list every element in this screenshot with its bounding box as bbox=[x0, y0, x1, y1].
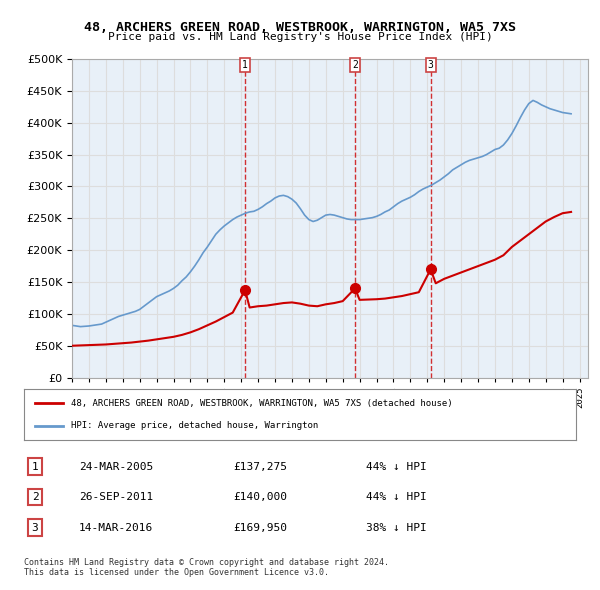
Text: £140,000: £140,000 bbox=[234, 492, 288, 502]
Text: Contains HM Land Registry data © Crown copyright and database right 2024.
This d: Contains HM Land Registry data © Crown c… bbox=[24, 558, 389, 577]
Text: 3: 3 bbox=[32, 523, 38, 533]
Text: 2: 2 bbox=[32, 492, 38, 502]
Text: 3: 3 bbox=[428, 60, 434, 70]
Text: 48, ARCHERS GREEN ROAD, WESTBROOK, WARRINGTON, WA5 7XS: 48, ARCHERS GREEN ROAD, WESTBROOK, WARRI… bbox=[84, 21, 516, 34]
Text: HPI: Average price, detached house, Warrington: HPI: Average price, detached house, Warr… bbox=[71, 421, 318, 430]
Text: Price paid vs. HM Land Registry's House Price Index (HPI): Price paid vs. HM Land Registry's House … bbox=[107, 32, 493, 42]
Text: 44% ↓ HPI: 44% ↓ HPI bbox=[366, 492, 427, 502]
Text: 14-MAR-2016: 14-MAR-2016 bbox=[79, 523, 154, 533]
Text: £169,950: £169,950 bbox=[234, 523, 288, 533]
Text: 26-SEP-2011: 26-SEP-2011 bbox=[79, 492, 154, 502]
Text: 38% ↓ HPI: 38% ↓ HPI bbox=[366, 523, 427, 533]
Text: £137,275: £137,275 bbox=[234, 461, 288, 471]
Text: 44% ↓ HPI: 44% ↓ HPI bbox=[366, 461, 427, 471]
Text: 1: 1 bbox=[242, 60, 248, 70]
Text: 24-MAR-2005: 24-MAR-2005 bbox=[79, 461, 154, 471]
Text: 2: 2 bbox=[352, 60, 358, 70]
Text: 1: 1 bbox=[32, 461, 38, 471]
Text: 48, ARCHERS GREEN ROAD, WESTBROOK, WARRINGTON, WA5 7XS (detached house): 48, ARCHERS GREEN ROAD, WESTBROOK, WARRI… bbox=[71, 399, 452, 408]
